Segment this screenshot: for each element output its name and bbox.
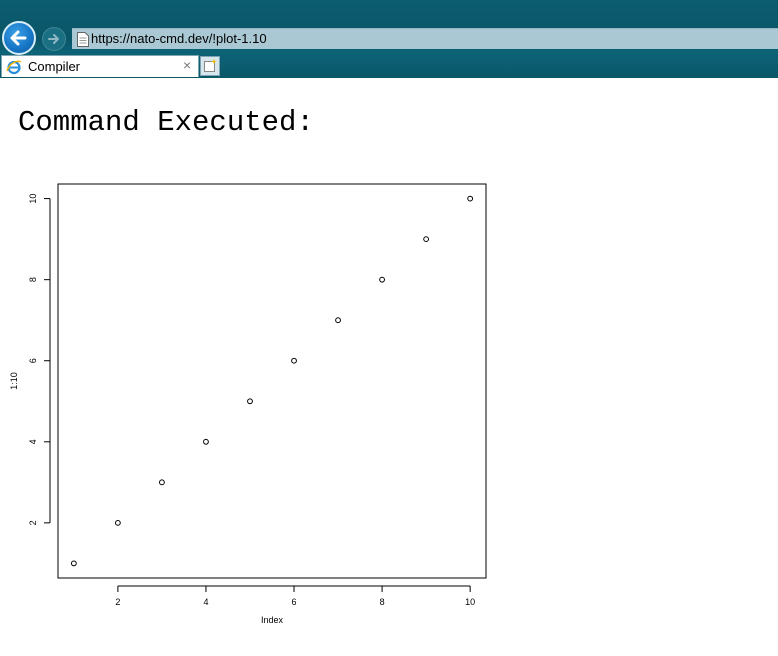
arrow-left-icon <box>10 30 27 46</box>
data-point <box>467 195 474 202</box>
y-tick-label: 6 <box>28 358 38 363</box>
data-points <box>70 195 474 567</box>
scatter-plot: 2 4 6 8 10 2 4 6 8 10 Index 1:10 <box>9 183 487 625</box>
browser-toolbar: https://nato-cmd.dev/!plot-1.10 Compiler… <box>0 0 778 78</box>
x-axis: 2 4 6 8 10 <box>115 585 475 607</box>
y-tick-label: 2 <box>28 520 38 525</box>
page-icon <box>77 32 89 47</box>
data-point <box>203 438 209 445</box>
data-point <box>379 276 385 283</box>
internet-explorer-icon <box>6 60 22 75</box>
page-heading: Command Executed: <box>18 106 314 139</box>
y-axis-label: 1:10 <box>9 372 19 390</box>
x-tick-label: 4 <box>203 597 208 607</box>
y-tick-label: 4 <box>28 439 38 444</box>
data-point <box>114 519 121 526</box>
close-icon[interactable]: × <box>183 57 192 73</box>
x-axis-label: Index <box>261 615 284 625</box>
data-point <box>70 560 77 567</box>
x-tick-label: 2 <box>115 597 120 607</box>
data-point <box>423 236 430 243</box>
back-button[interactable] <box>2 21 36 55</box>
plot-frame <box>57 183 487 579</box>
x-tick-label: 6 <box>292 597 297 607</box>
new-tab-icon <box>204 59 217 72</box>
data-point <box>291 357 297 364</box>
new-tab-button[interactable] <box>200 56 220 76</box>
y-tick-label: 10 <box>28 194 38 204</box>
x-tick-label: 8 <box>380 597 385 607</box>
y-axis: 2 4 6 8 10 <box>28 194 51 525</box>
data-point <box>247 398 253 405</box>
tab-compiler[interactable]: Compiler × <box>1 55 199 77</box>
arrow-right-icon <box>48 34 59 44</box>
x-tick-label: 10 <box>465 597 475 607</box>
forward-button[interactable] <box>42 27 66 51</box>
data-point <box>159 479 165 486</box>
url-text[interactable]: https://nato-cmd.dev/!plot-1.10 <box>91 31 267 46</box>
data-point <box>335 317 341 324</box>
y-tick-label: 8 <box>28 277 38 282</box>
address-bar[interactable]: https://nato-cmd.dev/!plot-1.10 <box>72 28 778 49</box>
tab-title: Compiler <box>28 59 81 74</box>
